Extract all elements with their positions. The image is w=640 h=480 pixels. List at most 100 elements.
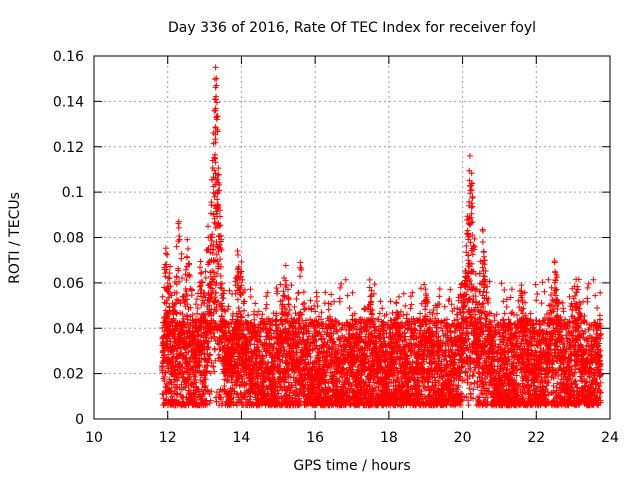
data-point (194, 310, 201, 317)
data-point (277, 281, 284, 288)
data-point (395, 293, 402, 300)
data-point (168, 393, 175, 400)
data-point (295, 290, 302, 297)
data-point (208, 201, 215, 208)
data-point (400, 290, 407, 297)
data-point (210, 269, 217, 276)
data-point (162, 318, 169, 325)
data-point (175, 278, 182, 285)
data-point (379, 305, 386, 312)
data-point (217, 213, 224, 220)
data-point (295, 289, 302, 296)
data-point (407, 293, 414, 300)
data-point (301, 300, 308, 307)
data-point (178, 350, 185, 357)
data-point (314, 303, 321, 310)
data-point (401, 338, 408, 345)
data-point (263, 293, 270, 300)
data-point (173, 296, 180, 303)
data-point (167, 263, 174, 270)
data-point (173, 273, 180, 280)
data-point (366, 276, 373, 283)
data-point (346, 305, 353, 312)
data-point (234, 296, 241, 303)
data-point (164, 251, 171, 258)
data-point (165, 274, 172, 281)
data-point (377, 298, 384, 305)
data-point (165, 351, 172, 358)
data-point (166, 335, 173, 342)
data-point (247, 286, 254, 293)
data-point (337, 284, 344, 291)
data-point (238, 258, 245, 265)
data-point (167, 378, 174, 385)
data-point (338, 280, 345, 287)
data-point (215, 171, 222, 178)
data-point (186, 271, 193, 278)
data-points (159, 64, 604, 409)
data-point (197, 258, 204, 265)
data-point (325, 306, 332, 313)
data-point (361, 306, 368, 313)
data-point (344, 292, 351, 299)
data-point (164, 280, 171, 287)
data-point (422, 286, 429, 293)
data-point (234, 247, 241, 254)
data-point (182, 266, 189, 273)
data-point (225, 303, 232, 310)
data-point (336, 298, 343, 305)
data-point (163, 266, 170, 273)
data-point (174, 377, 181, 384)
data-point (402, 302, 409, 309)
data-point (163, 300, 170, 307)
data-point (160, 347, 167, 354)
data-point (211, 368, 218, 375)
data-point (204, 223, 211, 230)
data-point (202, 274, 209, 281)
data-point (421, 281, 428, 288)
data-point (193, 296, 200, 303)
data-point (161, 315, 168, 322)
data-point (173, 289, 180, 296)
data-point (247, 293, 254, 300)
data-point (235, 251, 242, 258)
data-point (171, 301, 178, 308)
data-point (328, 291, 335, 298)
data-point (263, 301, 270, 308)
data-point (166, 376, 173, 383)
data-point (387, 298, 394, 305)
data-point (159, 324, 166, 331)
data-point (322, 289, 329, 296)
data-point (264, 289, 271, 296)
data-point (170, 332, 177, 339)
data-point (436, 286, 443, 293)
data-point (211, 346, 218, 353)
data-point (307, 297, 314, 304)
data-point (259, 311, 266, 318)
data-point (168, 384, 175, 391)
data-point (349, 289, 356, 296)
data-point (262, 305, 269, 312)
data-point (161, 378, 168, 385)
data-point (282, 262, 289, 269)
data-point (178, 250, 185, 257)
data-point (173, 243, 180, 250)
data-point (168, 390, 175, 397)
data-point (175, 375, 182, 382)
data-point (342, 276, 349, 283)
data-point (173, 310, 180, 317)
data-point (409, 289, 416, 296)
data-point (177, 351, 184, 358)
data-point (436, 293, 443, 300)
data-point (162, 245, 169, 252)
data-point (417, 285, 424, 292)
data-point (188, 286, 195, 293)
data-point (293, 296, 300, 303)
data-point (368, 311, 375, 318)
data-point (165, 365, 172, 372)
data-point (313, 298, 320, 305)
data-point (407, 305, 414, 312)
data-point (245, 312, 252, 319)
data-point (159, 293, 166, 300)
